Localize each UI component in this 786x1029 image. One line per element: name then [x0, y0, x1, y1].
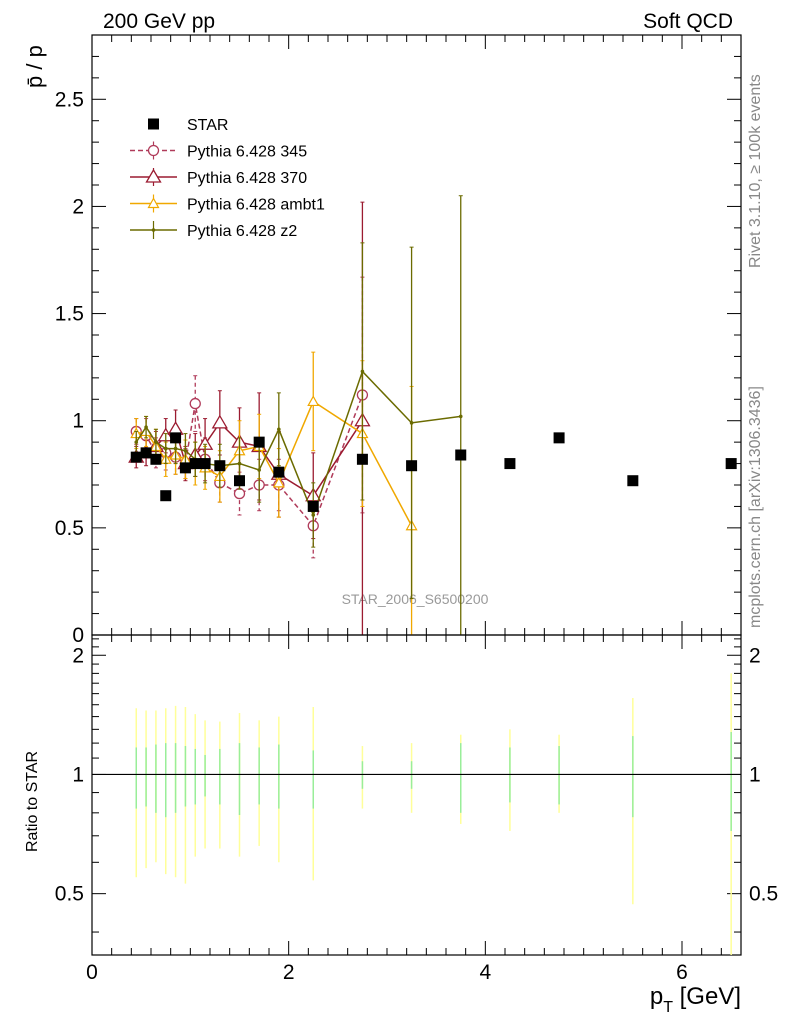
star-point — [234, 475, 245, 487]
series-line-1 — [135, 394, 364, 528]
data-point — [134, 440, 139, 444]
legend-marker — [151, 228, 156, 232]
legend-label: Pythia 6.428 z2 — [187, 223, 297, 240]
legend-label: Pythia 6.428 345 — [187, 144, 307, 161]
data-point — [311, 513, 316, 517]
ratio-x-tick-label: 6 — [676, 961, 688, 984]
data-point — [277, 427, 281, 432]
legend-label: Pythia 6.428 ambt1 — [187, 197, 325, 214]
main-plot-frame: STAR_2006_S6500200 p̄ / p 0 0.5 1 1.5 2 2.5 ST… — [22, 34, 742, 647]
ratio-y-tick-label-right: 1 — [749, 763, 761, 786]
legend-marker — [148, 118, 159, 130]
ratio-y-tick-label-right: 0.5 — [749, 883, 778, 906]
data-point — [237, 461, 242, 466]
series-line-4 — [135, 370, 461, 518]
legend-marker — [147, 144, 160, 157]
legend-marker — [145, 168, 162, 183]
main-y-tick-label: 2.5 — [55, 88, 84, 111]
main-y-axis-label: p̄ / p — [22, 45, 47, 88]
star-point — [199, 458, 211, 470]
data-point — [173, 446, 178, 451]
data-point — [233, 487, 246, 500]
data-point — [409, 421, 414, 425]
star-point — [214, 460, 226, 472]
data-point — [458, 414, 463, 419]
legend: STAR Pythia 6.428 345 Pythia 6.428 370 Pyth… — [130, 117, 325, 240]
main-watermark: STAR_2006_S6500200 — [342, 591, 489, 607]
data-point — [144, 425, 148, 429]
ratio-y-tick-label-left: 1 — [72, 763, 84, 786]
ratio-bands — [135, 673, 732, 955]
data-point — [154, 440, 158, 444]
star-point — [455, 449, 467, 461]
star-point — [189, 458, 201, 470]
header-right: Soft QCD — [643, 10, 733, 33]
data-point — [183, 448, 188, 453]
star-point — [725, 458, 737, 470]
data-point — [307, 395, 320, 407]
star-point — [170, 432, 182, 444]
ratio-y-tick-label-left: 2 — [72, 644, 84, 667]
star-point — [160, 490, 172, 502]
ratio-y-tick-label-left: 0.5 — [55, 883, 84, 906]
ratio-frame-border — [91, 634, 742, 956]
main-y-tick-label: 0.5 — [55, 517, 84, 540]
ratio-y-axis-label: Ratio to STAR — [24, 751, 41, 852]
star-point — [406, 460, 418, 472]
data-point — [211, 414, 228, 429]
header-left: 200 GeV pp — [103, 10, 215, 33]
main-data — [128, 195, 737, 635]
star-point — [140, 447, 152, 459]
data-point — [163, 446, 168, 451]
main-y-tick-label: 1 — [72, 410, 84, 433]
ratio-x-tick-label: 0 — [86, 961, 98, 984]
star-point — [504, 458, 516, 470]
x-axis-label: pT [GeV] — [650, 983, 741, 1016]
main-y-tick-label: 2 — [72, 195, 84, 218]
main-y-tick-label: 1.5 — [55, 303, 84, 326]
ratio-y-tick-label-right: 2 — [749, 644, 761, 667]
star-point — [130, 451, 142, 463]
star-point — [253, 436, 265, 448]
star-point — [150, 453, 162, 465]
main-y-tick-label: 0 — [72, 624, 84, 647]
side-rivet-label: Rivet 3.1.10, ≥ 100k events — [747, 74, 764, 268]
data-point — [360, 369, 365, 374]
legend-label: STAR — [187, 117, 228, 134]
star-point — [273, 466, 285, 478]
star-point — [553, 432, 565, 444]
ratio-plot-frame: Ratio to STAR 0 2 4 6 0.5 0.5 1 1 2 2 — [24, 634, 778, 984]
legend-marker — [147, 197, 160, 209]
ratio-x-tick-label: 4 — [479, 961, 491, 984]
star-point — [356, 453, 368, 465]
star-point — [179, 462, 191, 474]
legend-label: Pythia 6.428 370 — [187, 170, 307, 187]
ratio-x-tick-label: 2 — [283, 961, 295, 984]
star-point — [627, 475, 639, 487]
star-point — [307, 500, 319, 512]
side-mcplots-label: mcplots.cern.ch [arXiv:1306.3436] — [747, 386, 764, 628]
data-point — [272, 476, 285, 488]
data-point — [257, 468, 261, 472]
data-point — [189, 397, 201, 410]
